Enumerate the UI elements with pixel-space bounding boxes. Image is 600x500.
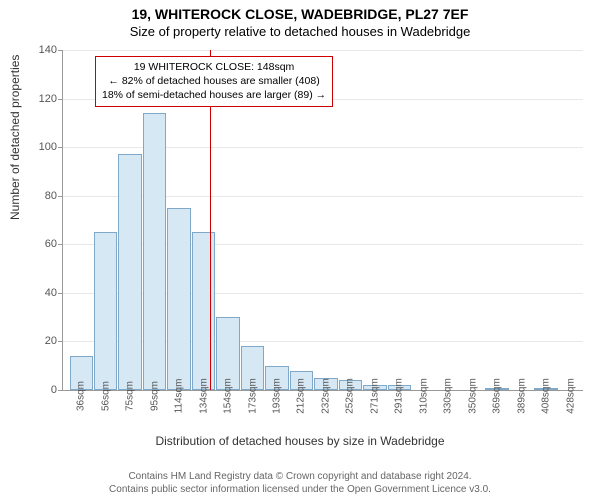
x-tick-label: 36sqm (76, 381, 87, 411)
annotation-line2: ← 82% of detached houses are smaller (40… (102, 74, 326, 88)
y-tick-label: 140 (27, 44, 57, 56)
bar-slot: 173sqm (240, 346, 264, 390)
bar (167, 208, 190, 390)
annotation-box: 19 WHITEROCK CLOSE: 148sqm ← 82% of deta… (95, 56, 333, 107)
bar-slot: 134sqm (191, 232, 215, 390)
x-tick-label: 408sqm (541, 378, 552, 414)
y-tick-label: 80 (27, 190, 57, 202)
footer: Contains HM Land Registry data © Crown c… (0, 470, 600, 496)
x-tick-label: 193sqm (271, 378, 282, 414)
x-tick-label: 428sqm (565, 378, 576, 414)
bar-slot: 271sqm (363, 385, 387, 390)
x-tick-label: 310sqm (418, 378, 429, 414)
bar-slot: 95sqm (142, 113, 166, 390)
bar-slot: 291sqm (387, 385, 411, 390)
bar-slot: 75sqm (118, 154, 142, 390)
x-tick-label: 350sqm (467, 378, 478, 414)
bar-slot: 36sqm (69, 356, 93, 390)
x-tick-label: 330sqm (443, 378, 454, 414)
bar-slot: 154sqm (216, 317, 240, 390)
annotation-line1: 19 WHITEROCK CLOSE: 148sqm (102, 60, 326, 74)
x-tick-label: 56sqm (100, 381, 111, 411)
bar-slot: 193sqm (265, 366, 289, 390)
y-tick-label: 40 (27, 287, 57, 299)
y-tick-mark (58, 390, 63, 391)
bar-slot: 408sqm (534, 388, 558, 390)
x-tick-label: 291sqm (394, 378, 405, 414)
footer-line1: Contains HM Land Registry data © Crown c… (0, 470, 600, 483)
bar-slot: 369sqm (485, 388, 509, 390)
bar (192, 232, 215, 390)
chart-area: 020406080100120140 36sqm56sqm75sqm95sqm1… (62, 50, 583, 391)
x-tick-label: 212sqm (296, 378, 307, 414)
x-tick-label: 271sqm (369, 378, 380, 414)
bar (143, 113, 166, 390)
x-tick-label: 114sqm (174, 379, 185, 414)
bar-slot: 232sqm (314, 378, 338, 390)
x-tick-label: 134sqm (198, 378, 209, 414)
bar-slot: 56sqm (93, 232, 117, 390)
y-axis-label: Number of detached properties (8, 55, 22, 220)
x-tick-label: 369sqm (492, 378, 503, 414)
bar-slot: 114sqm (167, 208, 191, 390)
footer-line2: Contains public sector information licen… (0, 483, 600, 496)
x-tick-label: 95sqm (149, 381, 160, 411)
x-axis-label: Distribution of detached houses by size … (0, 434, 600, 448)
x-tick-label: 173sqm (247, 378, 258, 414)
x-tick-label: 389sqm (516, 378, 527, 414)
x-tick-label: 232sqm (320, 378, 331, 414)
x-tick-label: 75sqm (125, 381, 136, 411)
title-main: 19, WHITEROCK CLOSE, WADEBRIDGE, PL27 7E… (0, 0, 600, 22)
y-tick-label: 0 (27, 384, 57, 396)
y-tick-label: 60 (27, 238, 57, 250)
bar-slot: 212sqm (289, 371, 313, 390)
y-tick-label: 100 (27, 141, 57, 153)
y-tick-label: 120 (27, 93, 57, 105)
x-tick-label: 154sqm (223, 378, 234, 414)
annotation-line3: 18% of semi-detached houses are larger (… (102, 88, 326, 102)
bar (94, 232, 117, 390)
bar (118, 154, 141, 390)
y-tick-label: 20 (27, 335, 57, 347)
x-tick-label: 252sqm (345, 378, 356, 414)
bar-slot: 252sqm (338, 380, 362, 390)
title-sub: Size of property relative to detached ho… (0, 22, 600, 39)
